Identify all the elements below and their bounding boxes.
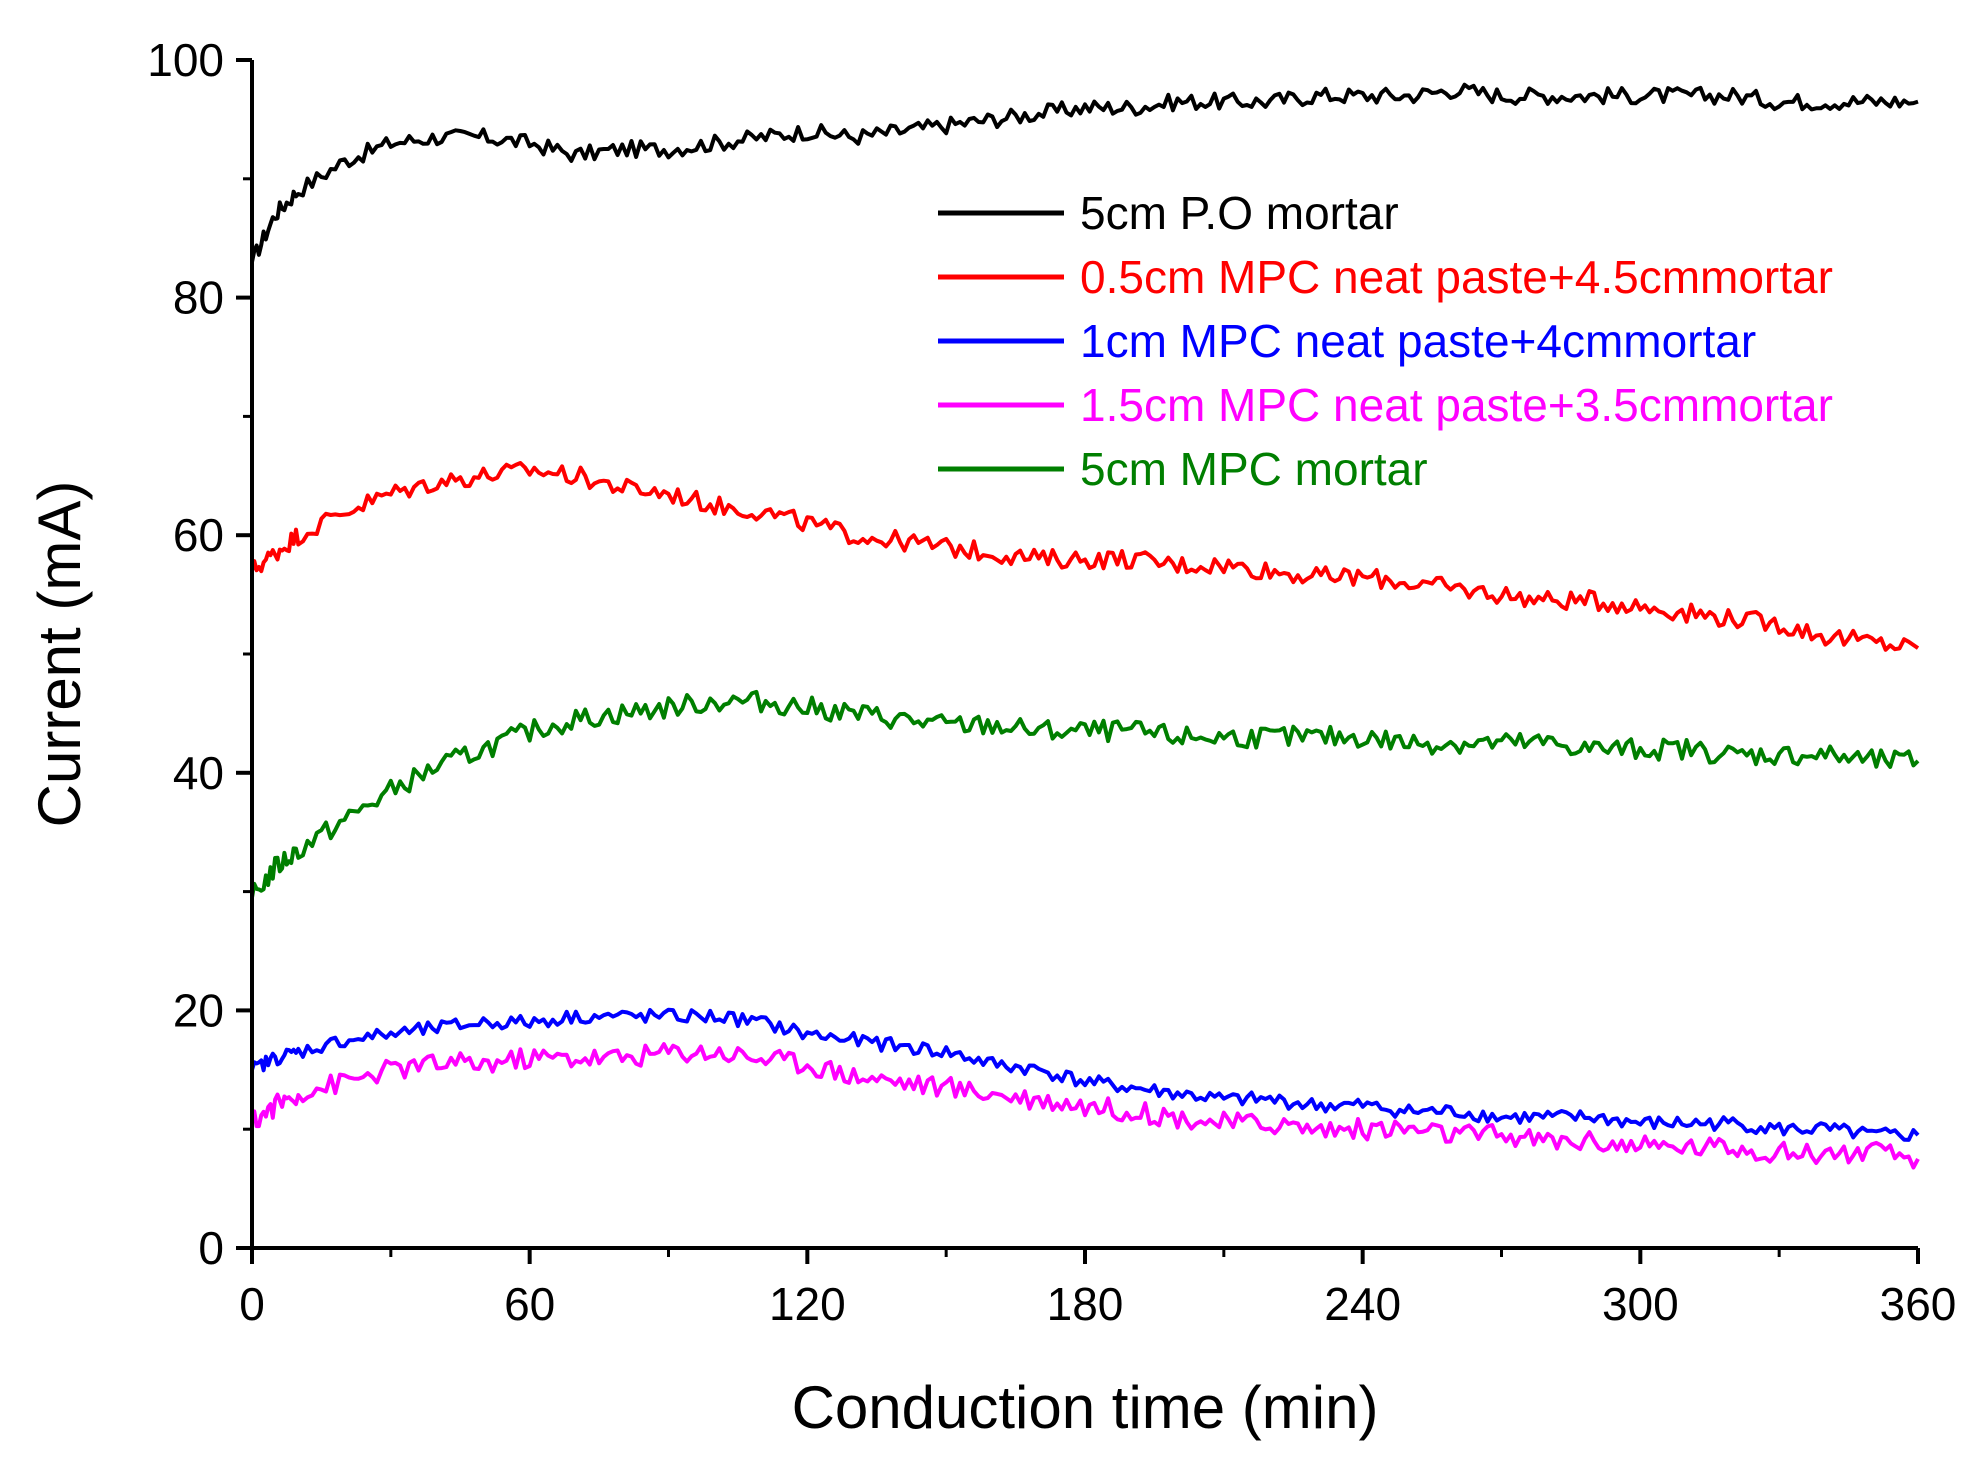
legend-label: 5cm MPC mortar — [1080, 443, 1428, 495]
x-tick-label: 240 — [1324, 1278, 1401, 1330]
x-tick-label: 180 — [1047, 1278, 1124, 1330]
x-tick-label: 120 — [769, 1278, 846, 1330]
legend: 5cm P.O mortar 0.5cm MPC neat paste+4.5cm… — [938, 187, 1833, 495]
y-tick-label: 100 — [147, 34, 224, 86]
series-line — [250, 82, 1919, 263]
x-ticks: 0 60 120 180 240 300 360 — [239, 1248, 1956, 1330]
x-tick-label: 60 — [504, 1278, 555, 1330]
legend-label: 1.5cm MPC neat paste+3.5cmmortar — [1080, 379, 1833, 431]
axes-layer: 0 60 120 180 240 300 360 0 20 40 60 80 100 — [147, 34, 1956, 1330]
y-tick-label: 0 — [198, 1222, 224, 1274]
x-tick-label: 0 — [239, 1278, 265, 1330]
series-line — [250, 689, 1920, 898]
series-line — [250, 1007, 1920, 1142]
x-axis-title: Conduction time (min) — [792, 1374, 1379, 1441]
legend-label: 0.5cm MPC neat paste+4.5cmmortar — [1080, 251, 1833, 303]
legend-label: 5cm P.O mortar — [1080, 187, 1399, 239]
series-line — [250, 1042, 1920, 1170]
x-tick-label: 360 — [1880, 1278, 1957, 1330]
y-ticks: 0 20 40 60 80 100 — [147, 34, 252, 1274]
legend-label: 1cm MPC neat paste+4cmmortar — [1080, 315, 1756, 367]
y-axis-title: Current (mA) — [26, 481, 93, 828]
y-tick-label: 20 — [173, 984, 224, 1036]
y-tick-label: 80 — [173, 272, 224, 324]
x-tick-label: 300 — [1602, 1278, 1679, 1330]
series-line — [250, 461, 1920, 652]
y-tick-label: 40 — [173, 747, 224, 799]
y-tick-label: 60 — [173, 509, 224, 561]
series-layer — [250, 82, 1920, 1170]
